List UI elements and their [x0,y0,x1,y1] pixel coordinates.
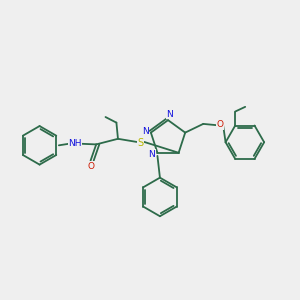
Text: NH: NH [68,139,82,148]
Text: O: O [87,162,94,171]
Text: N: N [148,150,155,159]
Text: O: O [217,120,224,129]
Text: N: N [166,110,173,119]
Text: N: N [142,127,149,136]
Text: S: S [137,137,143,148]
